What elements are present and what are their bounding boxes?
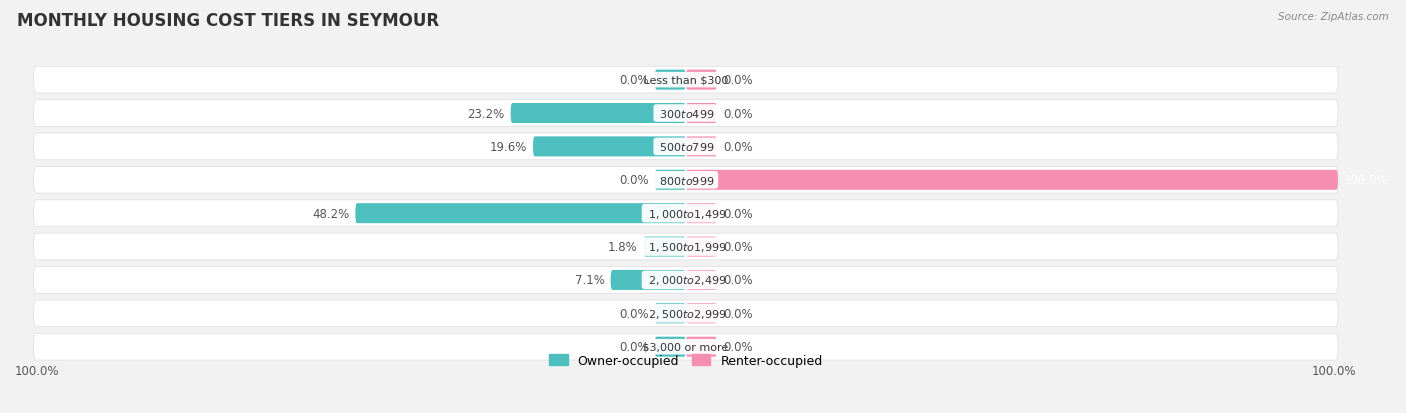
FancyBboxPatch shape xyxy=(655,304,686,323)
FancyBboxPatch shape xyxy=(34,167,1339,194)
FancyBboxPatch shape xyxy=(356,204,686,223)
FancyBboxPatch shape xyxy=(686,137,717,157)
FancyBboxPatch shape xyxy=(34,134,1339,160)
Text: 0.0%: 0.0% xyxy=(619,74,648,87)
Text: 0.0%: 0.0% xyxy=(619,340,648,354)
FancyBboxPatch shape xyxy=(34,334,1339,360)
Text: $3,000 or more: $3,000 or more xyxy=(640,342,733,352)
FancyBboxPatch shape xyxy=(655,170,686,190)
Text: 0.0%: 0.0% xyxy=(619,174,648,187)
FancyBboxPatch shape xyxy=(655,71,686,90)
Text: 1.8%: 1.8% xyxy=(607,240,637,254)
Text: 0.0%: 0.0% xyxy=(723,240,752,254)
Text: 0.0%: 0.0% xyxy=(723,140,752,154)
FancyBboxPatch shape xyxy=(655,337,686,357)
Text: $1,000 to $1,499: $1,000 to $1,499 xyxy=(644,207,727,220)
FancyBboxPatch shape xyxy=(34,67,1339,94)
Text: $300 to $499: $300 to $499 xyxy=(657,108,716,120)
Text: 100.0%: 100.0% xyxy=(15,364,59,377)
Text: Source: ZipAtlas.com: Source: ZipAtlas.com xyxy=(1278,12,1389,22)
FancyBboxPatch shape xyxy=(34,300,1339,327)
FancyBboxPatch shape xyxy=(34,234,1339,260)
Text: 0.0%: 0.0% xyxy=(723,307,752,320)
Text: $2,000 to $2,499: $2,000 to $2,499 xyxy=(644,274,727,287)
FancyBboxPatch shape xyxy=(686,337,717,357)
Legend: Owner-occupied, Renter-occupied: Owner-occupied, Renter-occupied xyxy=(544,349,828,372)
FancyBboxPatch shape xyxy=(686,170,1339,190)
FancyBboxPatch shape xyxy=(686,304,717,323)
Text: 23.2%: 23.2% xyxy=(467,107,505,120)
Text: $800 to $999: $800 to $999 xyxy=(657,174,716,186)
Text: $2,500 to $2,999: $2,500 to $2,999 xyxy=(644,307,727,320)
FancyBboxPatch shape xyxy=(644,237,686,257)
Text: $1,500 to $1,999: $1,500 to $1,999 xyxy=(644,240,727,254)
FancyBboxPatch shape xyxy=(34,100,1339,127)
FancyBboxPatch shape xyxy=(686,104,717,124)
FancyBboxPatch shape xyxy=(533,137,686,157)
Text: 0.0%: 0.0% xyxy=(723,340,752,354)
FancyBboxPatch shape xyxy=(34,200,1339,227)
Text: 0.0%: 0.0% xyxy=(723,107,752,120)
FancyBboxPatch shape xyxy=(686,71,717,90)
FancyBboxPatch shape xyxy=(610,270,686,290)
Text: 7.1%: 7.1% xyxy=(575,274,605,287)
Text: 100.0%: 100.0% xyxy=(1344,174,1389,187)
Text: 19.6%: 19.6% xyxy=(489,140,527,154)
FancyBboxPatch shape xyxy=(510,104,686,124)
Text: 0.0%: 0.0% xyxy=(723,207,752,220)
Text: Less than $300: Less than $300 xyxy=(640,76,731,85)
Text: 0.0%: 0.0% xyxy=(723,274,752,287)
FancyBboxPatch shape xyxy=(686,270,717,290)
Text: 0.0%: 0.0% xyxy=(619,307,648,320)
Text: 100.0%: 100.0% xyxy=(1312,364,1357,377)
Text: 0.0%: 0.0% xyxy=(723,74,752,87)
Text: 48.2%: 48.2% xyxy=(312,207,349,220)
FancyBboxPatch shape xyxy=(686,237,717,257)
FancyBboxPatch shape xyxy=(686,204,717,223)
FancyBboxPatch shape xyxy=(34,267,1339,294)
Text: MONTHLY HOUSING COST TIERS IN SEYMOUR: MONTHLY HOUSING COST TIERS IN SEYMOUR xyxy=(17,12,439,30)
Text: $500 to $799: $500 to $799 xyxy=(657,141,716,153)
